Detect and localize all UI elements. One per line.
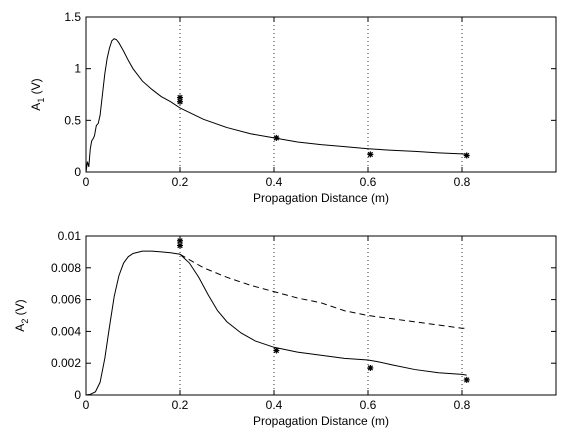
dashed-series-line	[179, 253, 467, 329]
data-marker	[273, 134, 280, 141]
solid-series-line	[85, 250, 467, 396]
data-marker	[367, 364, 374, 371]
y-tick-label: 0.5	[64, 113, 81, 127]
x-tick-label: 0.4	[266, 175, 283, 189]
data-marker	[177, 242, 183, 249]
y-axis-label: A1 (V)	[29, 78, 46, 110]
data-marker	[177, 237, 183, 244]
marker-stroke	[177, 94, 183, 101]
marker-stroke	[177, 99, 183, 105]
data-marker	[273, 347, 280, 354]
marker-stroke	[464, 377, 470, 383]
axes-box	[85, 16, 557, 173]
x-tick-label: 0.2	[172, 175, 189, 189]
y-axis-label-unit: (V)	[13, 299, 27, 318]
solid-series-line	[85, 38, 467, 173]
x-tick-label: 0.2	[172, 398, 189, 412]
y-tick-label: 0.008	[51, 261, 81, 275]
y-axis-label-unit: (V)	[29, 78, 43, 97]
data-marker	[463, 376, 470, 383]
data-marker	[367, 151, 374, 158]
y-tick-label: 0	[74, 388, 81, 402]
marker-stroke	[177, 238, 183, 244]
y-axis-label-subscript: 2	[20, 319, 30, 324]
marker-stroke	[464, 152, 470, 159]
marker-stroke	[177, 242, 183, 249]
data-marker	[463, 152, 470, 159]
marker-stroke	[367, 365, 374, 371]
y-tick-label: 1.5	[64, 10, 81, 24]
y-tick-label: 1	[74, 62, 81, 76]
bottom-chart-panel: 0 0.2 0.4 0.6 0.8 0 0.002 0.004 0.006 0.008 0.01 Pr…	[13, 229, 557, 428]
y-axis-label-subscript: 1	[36, 98, 46, 103]
x-axis-label: Propagation Distance (m)	[253, 191, 389, 205]
marker-stroke	[273, 135, 280, 141]
x-tick-label: 0.6	[360, 175, 377, 189]
y-axis-label: A2 (V)	[13, 299, 30, 331]
axes-box	[85, 235, 557, 396]
y-tick-label: 0.01	[58, 229, 82, 243]
y-tick-label: 0.004	[51, 324, 81, 338]
y-tick-label: 0.006	[51, 293, 81, 307]
y-tick-label: 0.002	[51, 356, 81, 370]
y-axis-label-main: A	[13, 324, 27, 332]
y-axis-label-main: A	[29, 103, 43, 111]
data-marker	[177, 98, 183, 105]
x-tick-label: 0.8	[454, 175, 471, 189]
y-tick-label: 0	[74, 165, 81, 179]
top-chart-panel: 0 0.2 0.4 0.6 0.8 0 0.5 1 1.5 Propagation Distanc…	[29, 10, 557, 205]
x-axis-label: Propagation Distance (m)	[253, 414, 389, 428]
x-tick-label: 0.6	[360, 398, 377, 412]
marker-stroke	[367, 151, 374, 158]
x-tick-label: 0	[83, 398, 90, 412]
data-marker	[177, 94, 183, 101]
marker-stroke	[273, 347, 280, 354]
x-tick-label: 0.8	[454, 398, 471, 412]
x-tick-label: 0	[83, 175, 90, 189]
x-tick-label: 0.4	[266, 398, 283, 412]
